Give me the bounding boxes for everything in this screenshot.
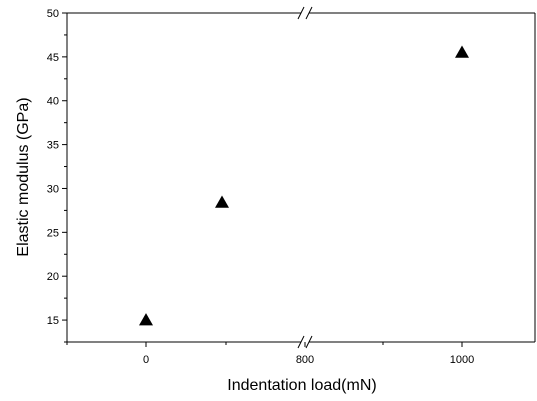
data-point-3 [455, 45, 469, 58]
y-tick-label-50: 50 [47, 8, 59, 20]
y-tick-label-25: 25 [47, 227, 59, 239]
plot-frame [66, 12, 536, 343]
y-axis-title: Elastic modulus (GPa) [15, 97, 32, 256]
y-tick-label-35: 35 [47, 140, 59, 152]
data-point-2 [215, 195, 229, 208]
top-break-mark-2 [305, 6, 313, 20]
bottom-break-mark-2 [305, 335, 313, 349]
data-points [139, 45, 469, 326]
y-axis: 15 20 25 30 35 40 45 50 [47, 8, 67, 343]
data-point-1 [139, 313, 153, 326]
x-tick-label-800: 800 [296, 354, 314, 366]
y-tick-label-20: 20 [47, 271, 59, 283]
x-axis: 0 800 1000 [66, 342, 474, 366]
y-tick-label-40: 40 [47, 96, 59, 108]
x-axis-title: Indentation load(mN) [227, 377, 376, 394]
y-tick-label-15: 15 [47, 315, 59, 327]
top-break-mark-1 [297, 6, 305, 20]
x-tick-label-1000: 1000 [450, 354, 474, 366]
y-tick-label-45: 45 [47, 52, 59, 64]
bottom-break-mark-1 [297, 335, 305, 349]
y-tick-label-30: 30 [47, 183, 59, 195]
axis-breaks [297, 6, 313, 349]
x-tick-label-0: 0 [143, 354, 149, 366]
